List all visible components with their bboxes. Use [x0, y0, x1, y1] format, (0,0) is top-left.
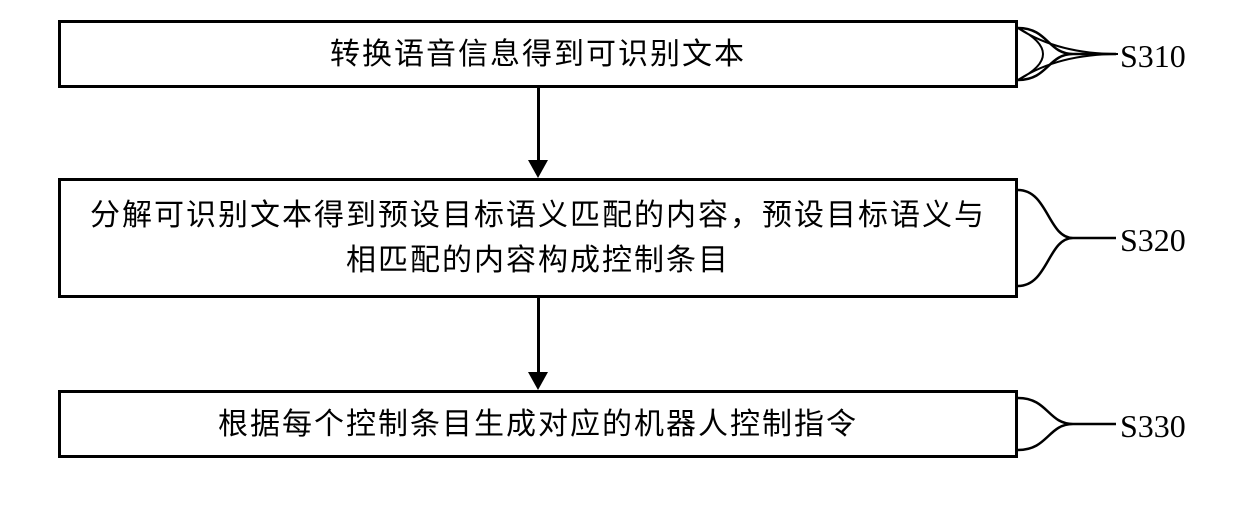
- step-box-s320: 分解可识别文本得到预设目标语义匹配的内容，预设目标语义与相匹配的内容构成控制条目: [58, 178, 1018, 298]
- step-box-s310: 转换语音信息得到可识别文本: [58, 20, 1018, 88]
- label-brace-s320: [1018, 184, 1118, 292]
- step-label-s320: S320: [1120, 222, 1186, 259]
- arrow-head-s320-s330: [528, 372, 548, 390]
- step-text-s330: 根据每个控制条目生成对应的机器人控制指令: [218, 402, 858, 447]
- arrow-s320-s330: [537, 298, 540, 372]
- step-text-s320: 分解可识别文本得到预设目标语义匹配的内容，预设目标语义与相匹配的内容构成控制条目: [81, 193, 995, 283]
- step-box-s330: 根据每个控制条目生成对应的机器人控制指令: [58, 390, 1018, 458]
- step-label-s330: S330: [1120, 408, 1186, 445]
- label-brace-s330: [1018, 392, 1118, 456]
- step-label-s310: S310: [1120, 38, 1186, 75]
- step-text-s310: 转换语音信息得到可识别文本: [330, 32, 746, 77]
- flowchart-container: 转换语音信息得到可识别文本 S310 分解可识别文本得到预设目标语义匹配的内容，…: [0, 0, 1240, 521]
- arrow-head-s310-s320: [528, 160, 548, 178]
- arrow-s310-s320: [537, 88, 540, 160]
- label-brace-s310: [1018, 22, 1118, 86]
